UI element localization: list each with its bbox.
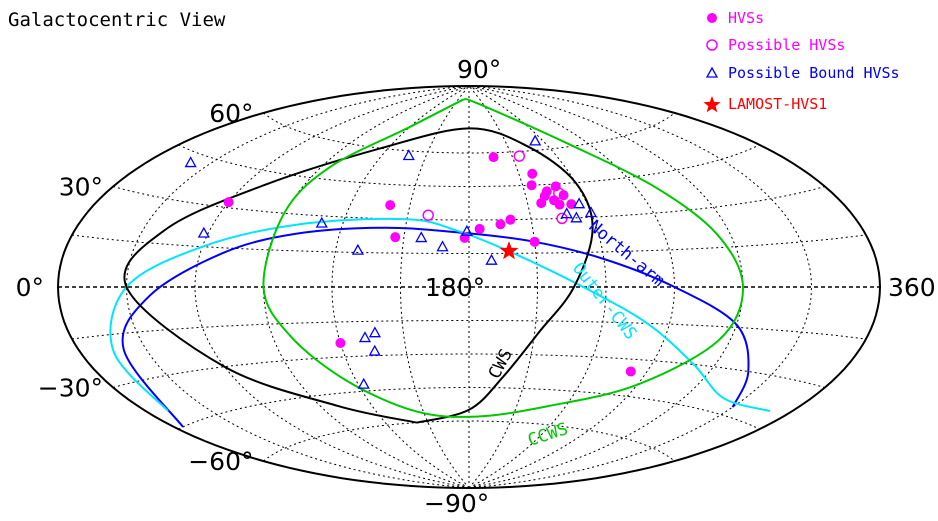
point-possible-hvs [513, 150, 526, 162]
point-hvs [495, 219, 506, 230]
y-tick-label: 60° [209, 99, 253, 128]
point-possible-hvs [556, 212, 568, 225]
y-tick-label: 30° [59, 173, 103, 202]
grid-parallel [178, 144, 760, 187]
point-possible-bound-hvs [529, 134, 542, 146]
x-tick-label: 360° [888, 273, 938, 302]
point-possible-bound-hvs [197, 226, 210, 238]
point-hvs [625, 366, 636, 377]
curve-ccws [262, 98, 745, 418]
tick-layer: 90° 60° 30° −30° −60° −90° 0° 180° 360° [16, 55, 938, 518]
legend-marker-possible-hvss [706, 39, 718, 51]
point-hvs [527, 168, 538, 179]
point-hvs [529, 236, 540, 247]
legend: HVSs Possible HVSs Possible Bound HVSs L… [703, 9, 900, 113]
point-possible-hvs [553, 187, 565, 199]
legend-marker-possible-bound-hvss [705, 66, 719, 78]
point-hvs [526, 180, 537, 191]
projection-outline [56, 84, 882, 490]
curve-label-outer-cws: Outer-CWS [568, 259, 640, 344]
point-possible-bound-hvs [368, 326, 382, 338]
legend-marker-lamost-hvs1 [703, 96, 721, 113]
point-possible-bound-hvs [184, 156, 197, 168]
point-possible-bound-hvs [485, 253, 498, 265]
point-possible-bound-hvs [357, 377, 370, 389]
curve-north-arm [121, 226, 750, 428]
point-hvs [541, 186, 552, 197]
grid-parallel [263, 420, 675, 462]
grid-parallel [178, 387, 760, 430]
point-possible-bound-hvs [402, 149, 415, 161]
point-possible-bound-hvs [315, 216, 328, 228]
point-possible-bound-hvs [584, 206, 598, 218]
x-tick-label: 180° [425, 273, 485, 302]
point-hvs [335, 338, 346, 349]
point-possible-bound-hvs [415, 231, 428, 243]
y-tick-label: −60° [188, 447, 253, 476]
point-possible-bound-hvs [358, 331, 372, 343]
curve-cws [123, 127, 594, 424]
point-hvs [223, 197, 234, 208]
point-possible-bound-hvs [560, 207, 573, 219]
y-tick-label: −30° [38, 374, 103, 403]
point-hvs [488, 152, 499, 163]
point-possible-bound-hvs [572, 197, 586, 209]
legend-label-possible-hvss: Possible HVSs [728, 36, 845, 54]
legend-marker-hvss [707, 13, 717, 23]
point-hvs [459, 232, 470, 243]
y-tick-label: 90° [457, 55, 501, 84]
grid-parallel [263, 112, 675, 154]
curve-outer-cws [109, 217, 771, 412]
point-lamost-hvs1 [499, 241, 519, 260]
point-hvs [390, 232, 401, 243]
point-possible-bound-hvs [570, 211, 583, 223]
point-hvs [385, 200, 396, 211]
y-tick-label: −90° [424, 489, 489, 518]
x-tick-label: 0° [16, 273, 44, 302]
grid-parallel [71, 320, 867, 340]
point-hvs [566, 199, 577, 210]
point-layer [184, 134, 636, 389]
point-possible-bound-hvs [460, 224, 473, 236]
point-hvs [554, 199, 565, 210]
legend-label-lamost-hvs1: LAMOST-HVS1 [728, 95, 827, 113]
point-possible-bound-hvs [436, 240, 449, 252]
chart-title: Galactocentric View [8, 9, 226, 31]
curve-layer [109, 98, 771, 428]
legend-label-hvss: HVSs [728, 9, 764, 27]
curve-label-cws: CWS [485, 346, 517, 383]
point-hvs [474, 223, 485, 234]
point-possible-bound-hvs [351, 243, 364, 255]
point-possible-bound-hvs [368, 344, 381, 356]
point-possible-hvs [422, 209, 434, 221]
point-hvs [505, 214, 516, 225]
legend-label-possible-bound-hvss: Possible Bound HVSs [728, 64, 900, 82]
